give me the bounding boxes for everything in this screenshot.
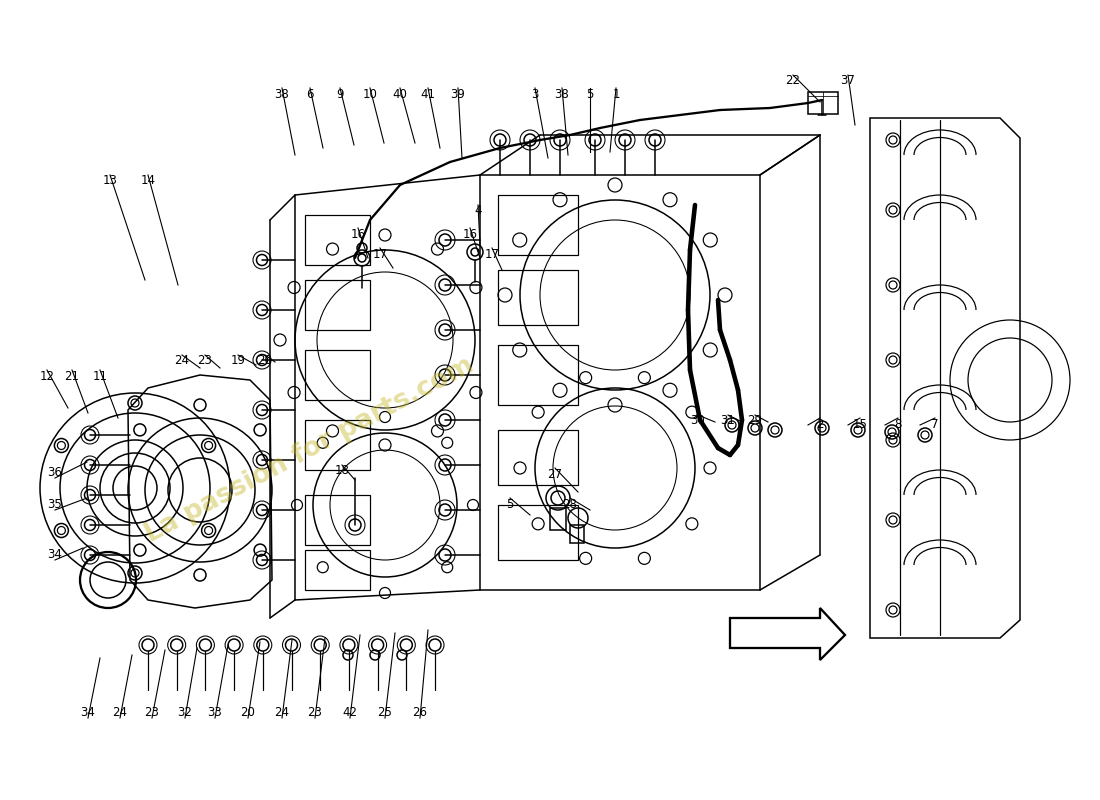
Text: 24: 24 <box>175 354 189 367</box>
Text: 36: 36 <box>47 466 63 478</box>
Text: 3: 3 <box>531 87 539 101</box>
Text: 23: 23 <box>144 706 159 718</box>
Text: 17: 17 <box>373 247 387 261</box>
Bar <box>498 505 578 560</box>
Bar <box>808 92 838 114</box>
Text: La passion for parts.com: La passion for parts.com <box>141 352 478 548</box>
Bar <box>550 508 566 530</box>
Bar <box>305 495 370 545</box>
Text: 24: 24 <box>112 706 128 718</box>
Bar <box>498 345 578 405</box>
Text: 30: 30 <box>691 414 705 427</box>
Text: 32: 32 <box>177 706 192 718</box>
Text: 12: 12 <box>40 370 55 382</box>
Text: 17: 17 <box>484 247 499 261</box>
Text: 29: 29 <box>748 414 762 427</box>
Text: 9: 9 <box>337 87 343 101</box>
Text: 1: 1 <box>613 87 619 101</box>
Text: 22: 22 <box>785 74 801 87</box>
Text: 16: 16 <box>462 227 477 241</box>
Bar <box>305 350 370 400</box>
Text: 31: 31 <box>720 414 736 427</box>
Bar <box>498 430 578 485</box>
Bar <box>305 550 370 590</box>
Text: 16: 16 <box>351 227 365 241</box>
Text: 23: 23 <box>308 706 322 718</box>
Text: 13: 13 <box>102 174 118 187</box>
Text: 24: 24 <box>275 706 289 718</box>
Bar <box>305 420 370 470</box>
Text: 10: 10 <box>363 87 377 101</box>
Bar <box>498 195 578 255</box>
Text: 4: 4 <box>474 205 482 218</box>
Text: 41: 41 <box>420 87 436 101</box>
Text: 42: 42 <box>342 706 358 718</box>
Text: 26: 26 <box>412 706 428 718</box>
Text: 6: 6 <box>306 87 313 101</box>
Text: 28: 28 <box>562 498 578 510</box>
Text: 39: 39 <box>451 87 465 101</box>
Text: 5: 5 <box>586 87 594 101</box>
Text: 5: 5 <box>506 498 514 510</box>
Text: 11: 11 <box>92 370 108 382</box>
Text: 7: 7 <box>932 418 938 430</box>
Text: 14: 14 <box>141 174 155 187</box>
Text: 2: 2 <box>816 418 824 430</box>
Text: 20: 20 <box>241 706 255 718</box>
Text: 38: 38 <box>275 87 289 101</box>
Bar <box>305 280 370 330</box>
Text: 34: 34 <box>80 706 96 718</box>
Text: 20: 20 <box>257 354 273 367</box>
Bar <box>305 215 370 265</box>
Bar <box>570 525 584 543</box>
Text: 8: 8 <box>894 418 902 430</box>
Text: 37: 37 <box>840 74 856 87</box>
Bar <box>498 270 578 325</box>
Text: 35: 35 <box>47 498 63 510</box>
Text: 23: 23 <box>198 354 212 367</box>
Text: 33: 33 <box>208 706 222 718</box>
Text: 18: 18 <box>334 465 350 478</box>
Text: 21: 21 <box>65 370 79 382</box>
Text: 19: 19 <box>231 354 245 367</box>
Text: 15: 15 <box>852 418 868 430</box>
Text: 38: 38 <box>554 87 570 101</box>
Text: 34: 34 <box>47 547 63 561</box>
Text: 27: 27 <box>548 467 562 481</box>
Text: 25: 25 <box>377 706 393 718</box>
Text: 40: 40 <box>393 87 407 101</box>
